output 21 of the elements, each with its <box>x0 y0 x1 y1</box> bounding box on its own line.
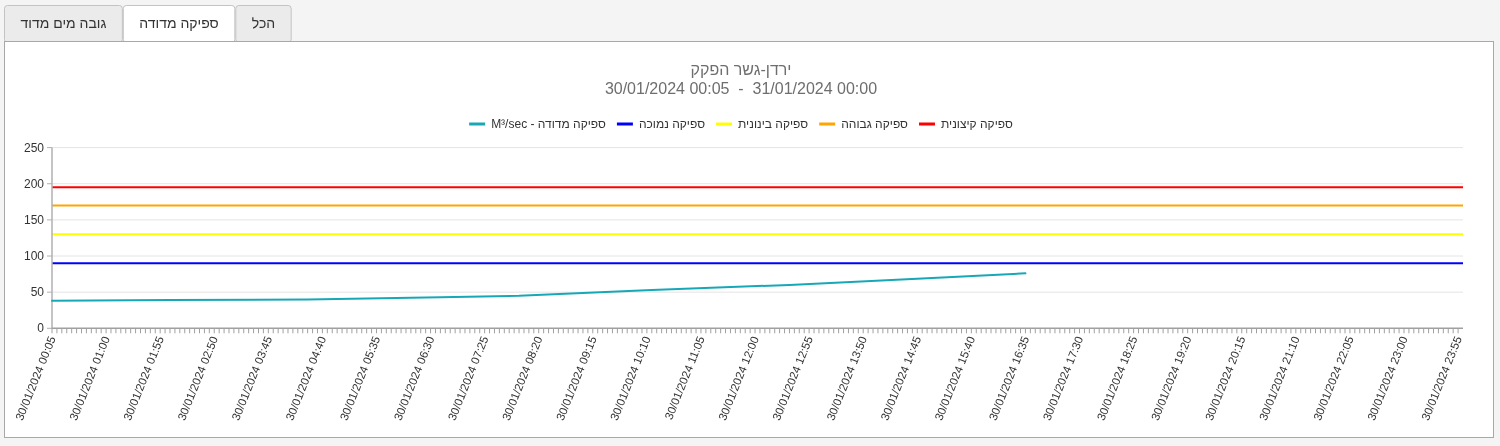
legend-label: ספיקה בינונית <box>738 117 809 131</box>
ytick-label: 100 <box>23 249 44 263</box>
ytick-label: 250 <box>23 140 44 155</box>
legend-item: ספיקה קיצונית <box>918 117 1013 131</box>
legend-label: ספיקה מדודה - M³/sec <box>491 117 607 131</box>
tab: ספיקה מדודה <box>122 5 236 43</box>
legend-label: ספיקה קיצונית <box>940 117 1013 131</box>
tab: גובה מים מדוד <box>4 5 123 43</box>
title: ירדן-גשר הפקק <box>690 61 792 78</box>
ytick-label: 150 <box>23 212 44 227</box>
legend-item: ספיקה מדודה - M³/sec <box>469 117 606 131</box>
tab: הכל <box>235 5 292 43</box>
legend-label: ספיקה נמוכה <box>638 117 706 131</box>
legend-item: ספיקה גבוהה <box>819 117 908 131</box>
legend-item: ספיקה נמוכה <box>616 117 706 131</box>
ytick-label: 50 <box>30 285 44 300</box>
ytick-label: 200 <box>23 176 44 191</box>
ytick-label: 0 <box>37 321 44 336</box>
legend-item: ספיקה בינונית <box>716 117 809 131</box>
legend-label: ספיקה גבוהה <box>841 117 909 131</box>
subtitle: 30/01/2024 00:05 - 31/01/2024 00:00 <box>604 80 878 97</box>
